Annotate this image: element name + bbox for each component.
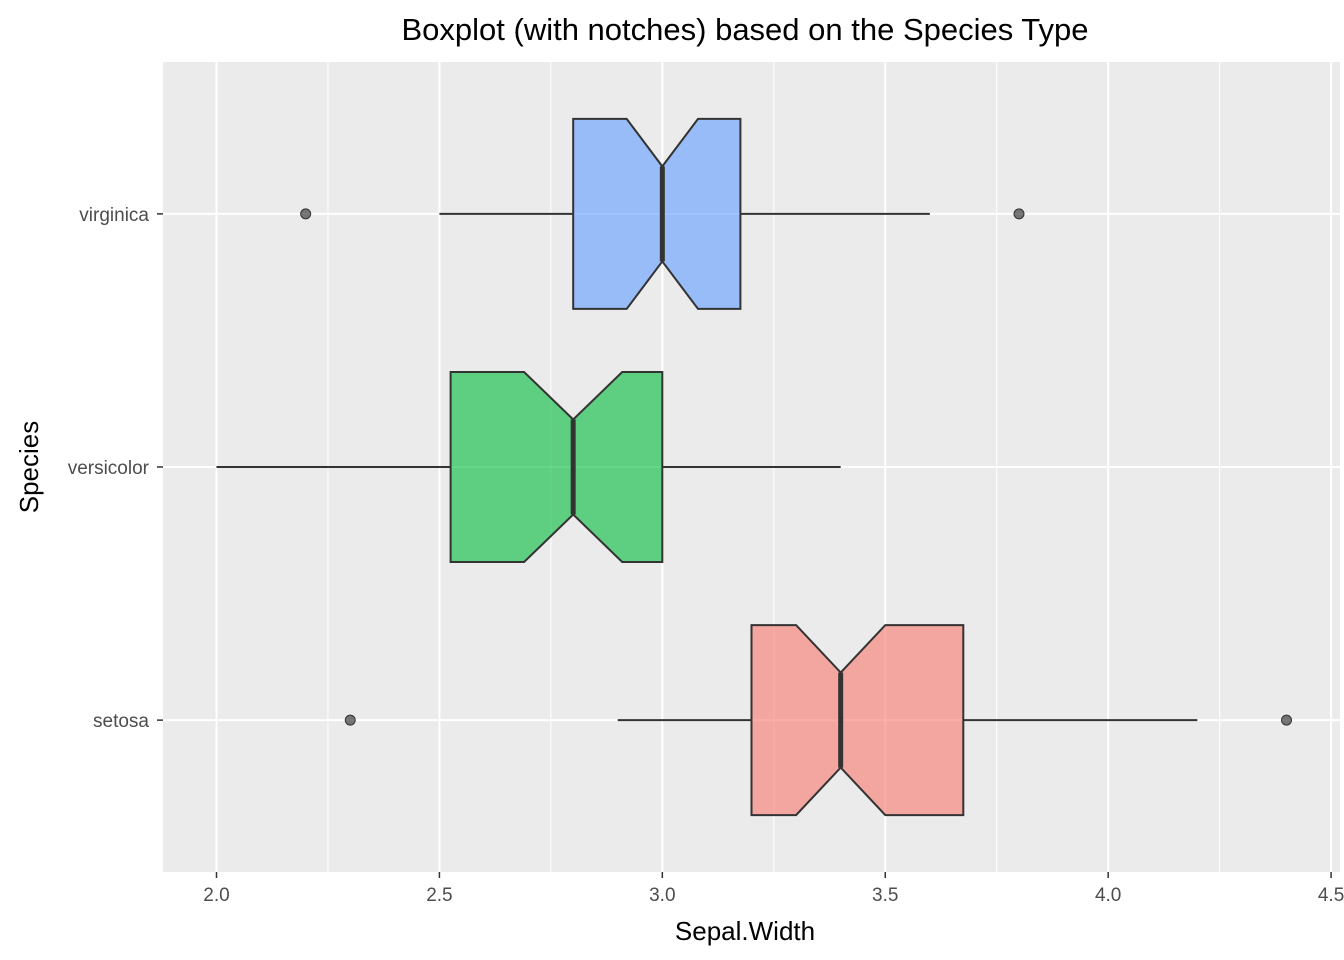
box-virginica — [300, 117, 1025, 310]
y-axis-title: Species — [14, 421, 44, 514]
box-setosa — [344, 624, 1292, 817]
x-tick-label: 4.0 — [1095, 885, 1121, 906]
y-tick-label-setosa: setosa — [93, 711, 149, 732]
box-body — [750, 624, 965, 817]
x-axis-ticks: 2.0 2.5 3.0 3.5 4.0 4.5 — [203, 872, 1344, 906]
chart-title: Boxplot (with notches) based on the Spec… — [401, 12, 1088, 47]
outlier-point — [300, 208, 312, 220]
x-tick-label: 2.5 — [426, 885, 452, 906]
outlier-point — [1013, 208, 1025, 220]
outlier-point — [1281, 714, 1292, 726]
boxes-layer — [216, 117, 1292, 817]
x-tick-label: 4.5 — [1318, 885, 1344, 906]
x-tick-label: 3.0 — [649, 885, 675, 906]
box-body — [449, 371, 664, 563]
y-axis-ticks: setosa versicolor virginica — [68, 205, 163, 732]
x-tick-label: 2.0 — [203, 885, 229, 906]
box-body — [572, 117, 742, 310]
x-axis-title: Sepal.Width — [675, 916, 815, 946]
x-tick-label: 3.5 — [872, 885, 898, 906]
box-versicolor — [216, 371, 841, 563]
outlier-point — [344, 714, 356, 726]
y-tick-label-versicolor: versicolor — [68, 458, 150, 479]
y-tick-label-virginica: virginica — [79, 205, 149, 226]
